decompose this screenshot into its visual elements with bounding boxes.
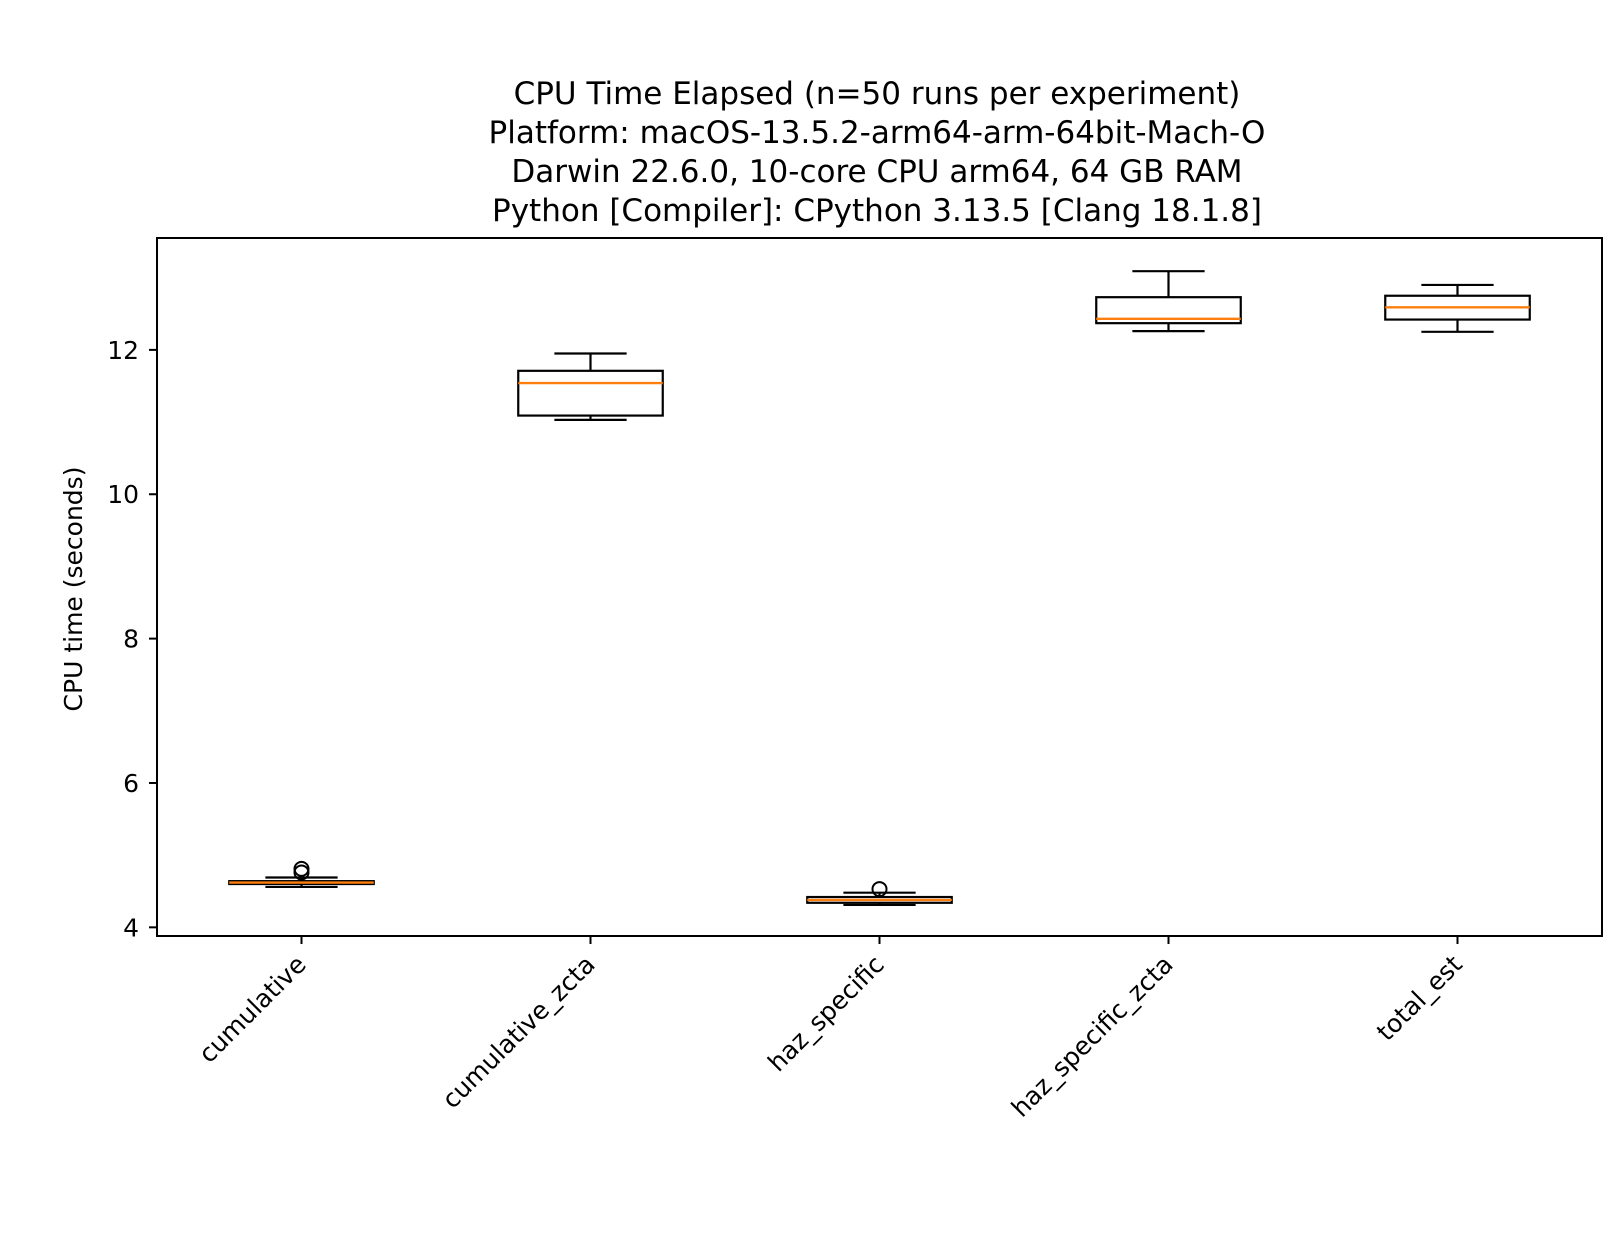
outlier-cumulative-1 <box>293 860 310 877</box>
chart-title: CPU Time Elapsed (n=50 runs per experime… <box>489 76 1266 229</box>
y-tick-label-6: 6 <box>123 769 139 798</box>
box-haz_specific_zcta <box>1095 270 1242 333</box>
y-tick-label-4: 4 <box>123 913 139 942</box>
iqr-box-haz_specific_zcta <box>1095 296 1242 325</box>
box-haz_specific <box>806 881 953 907</box>
box-total_est <box>1384 283 1531 333</box>
x-tick-label-cumulative: cumulative <box>193 950 312 1069</box>
y-tick-label-8: 8 <box>123 625 139 654</box>
chart-title-line-2: Platform: macOS-13.5.2-arm64-arm-64bit-M… <box>489 115 1266 151</box>
outlier-haz_specific-0 <box>871 881 888 898</box>
chart-title-line-1: CPU Time Elapsed (n=50 runs per experime… <box>514 76 1241 112</box>
x-tick-label-cumulative_zcta: cumulative_zcta <box>436 950 600 1114</box>
box-series <box>228 270 1531 907</box>
x-tick-label-total_est: total_est <box>1371 950 1468 1047</box>
iqr-box-cumulative_zcta <box>517 369 664 417</box>
chart-title-line-3: Darwin 22.6.0, 10-core CPU arm64, 64 GB … <box>511 154 1242 190</box>
box-cumulative_zcta <box>517 352 664 421</box>
x-tick-label-haz_specific_zcta: haz_specific_zcta <box>1006 950 1179 1123</box>
y-tick-label-10: 10 <box>107 480 139 509</box>
x-axis-ticks: cumulative cumulative_zcta haz_specific haz… <box>193 936 1468 1123</box>
plot-area-frame <box>156 237 1603 937</box>
x-tick-label-haz_specific: haz_specific <box>762 950 889 1077</box>
chart-title-line-4: Python [Compiler]: CPython 3.13.5 [Clang… <box>492 193 1262 229</box>
y-tick-label-12: 12 <box>107 336 139 365</box>
box-cumulative <box>228 860 375 889</box>
y-axis-label: CPU time (seconds) <box>59 467 88 712</box>
y-axis-ticks: 4 6 8 10 12 <box>107 336 157 942</box>
